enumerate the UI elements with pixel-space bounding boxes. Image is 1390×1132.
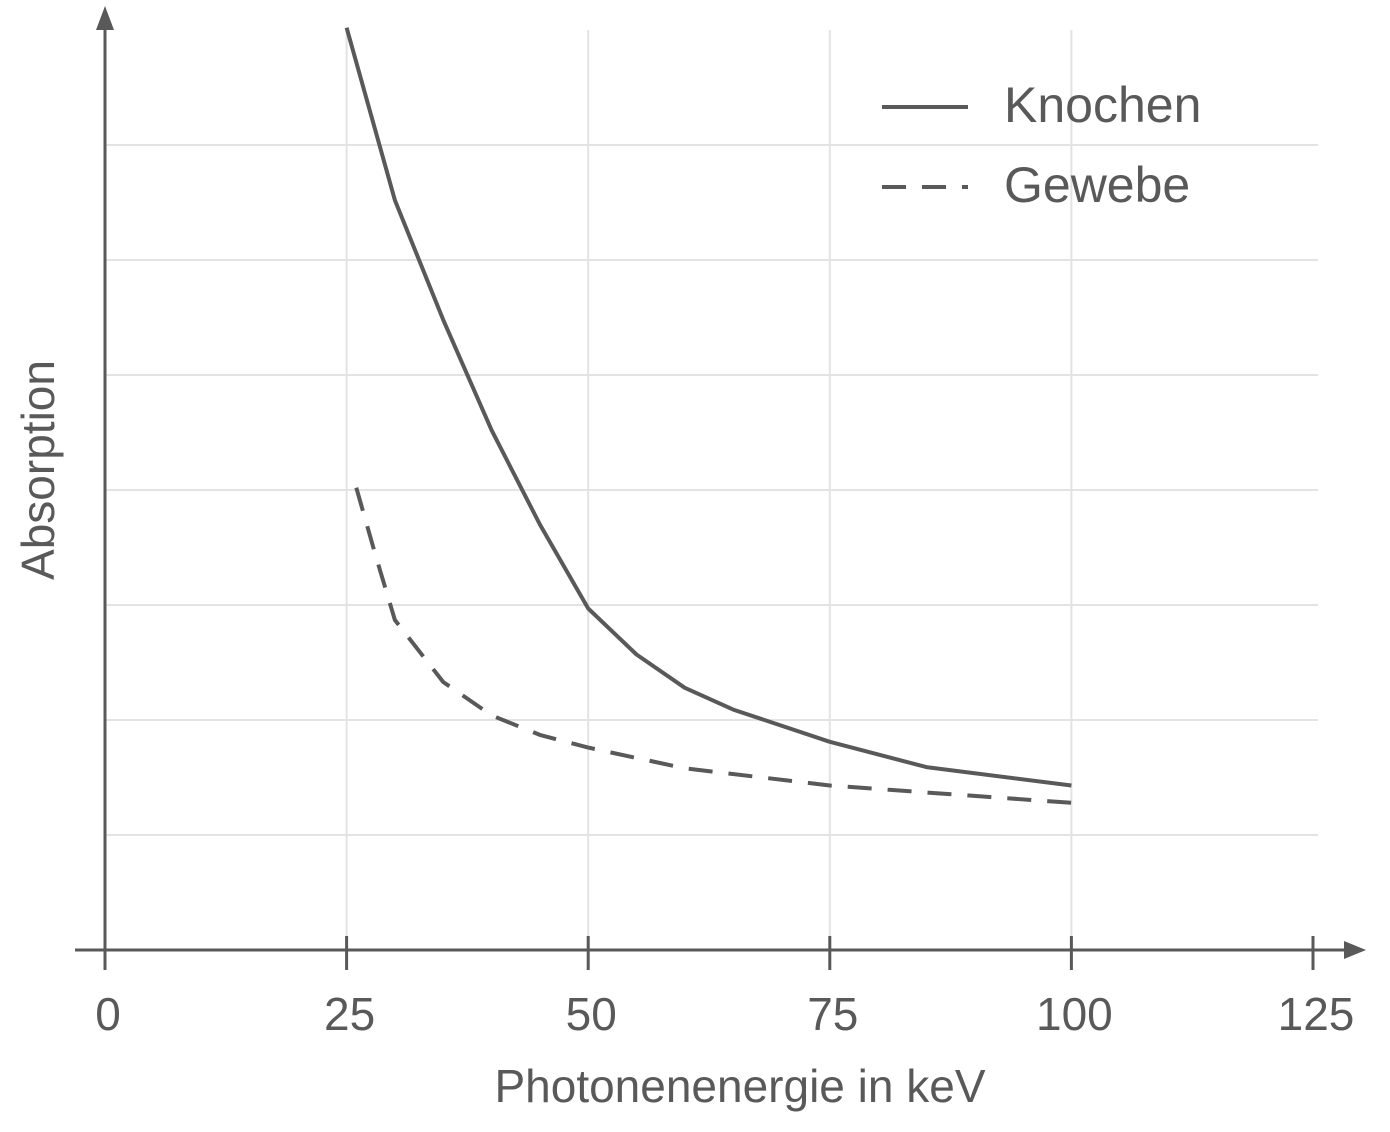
x-tick-label: 75 bbox=[807, 988, 858, 1040]
y-axis-arrow bbox=[96, 6, 114, 30]
x-axis-title: Photonenenergie in keV bbox=[494, 1060, 985, 1112]
x-tick-label: 100 bbox=[1036, 988, 1113, 1040]
legend-label: Gewebe bbox=[1004, 157, 1190, 213]
x-tick-label: 0 bbox=[95, 988, 121, 1040]
series-line bbox=[344, 27, 1072, 788]
x-tick-label: 25 bbox=[324, 988, 375, 1040]
legend-label: Knochen bbox=[1004, 77, 1201, 133]
x-tick-label: 50 bbox=[566, 988, 617, 1040]
series-line bbox=[354, 487, 1072, 805]
y-axis-title: Absorption bbox=[12, 360, 64, 580]
x-axis-arrow bbox=[1344, 941, 1366, 959]
x-tick-label: 125 bbox=[1278, 988, 1355, 1040]
